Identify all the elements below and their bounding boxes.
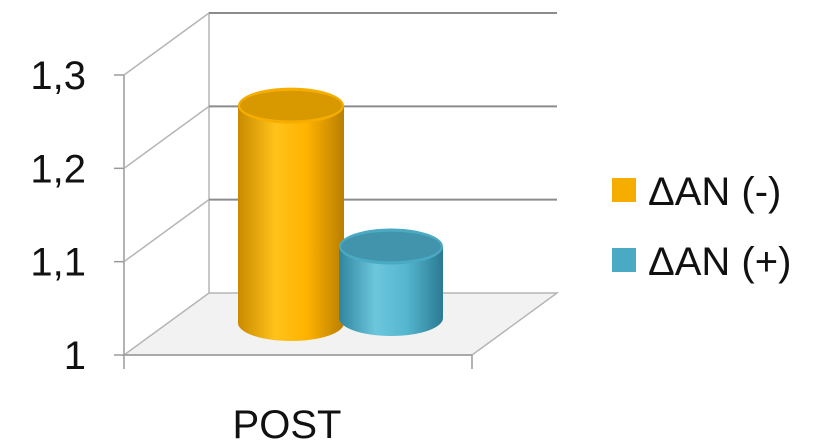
bar-top-shade	[341, 231, 441, 262]
y-tick-label: 1,3	[30, 54, 86, 98]
bar-body	[339, 246, 443, 336]
y-tick-label: 1,2	[30, 147, 86, 191]
legend-label: ΔAN (+)	[648, 240, 791, 284]
bar-positive	[339, 228, 443, 336]
legend-swatch	[612, 178, 636, 202]
bar-top	[339, 228, 443, 265]
legend-swatch	[612, 248, 636, 272]
legend-label: ΔAN (-)	[648, 170, 781, 214]
y-tick-label: 1	[64, 334, 86, 378]
legend: ΔAN (-) ΔAN (+)	[612, 170, 791, 284]
y-tick-label: 1,1	[30, 241, 86, 285]
gridline-side	[123, 105, 210, 169]
bar-top-shade	[240, 90, 342, 121]
gridline-side	[123, 12, 210, 76]
bar-body	[238, 105, 344, 341]
x-tick-label: POST	[233, 403, 342, 447]
gridline-side	[123, 199, 210, 263]
bar-negative	[238, 87, 344, 341]
bar-top	[238, 87, 344, 124]
